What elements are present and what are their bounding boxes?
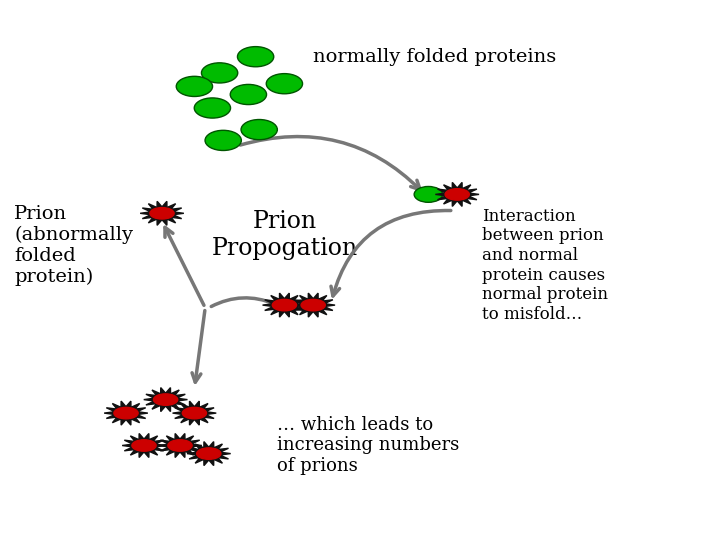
Ellipse shape — [266, 73, 302, 94]
Polygon shape — [436, 183, 479, 206]
Ellipse shape — [150, 207, 174, 219]
FancyArrowPatch shape — [211, 298, 274, 307]
Ellipse shape — [176, 76, 212, 97]
Polygon shape — [144, 388, 187, 411]
FancyArrowPatch shape — [331, 211, 451, 296]
Ellipse shape — [114, 407, 138, 419]
Ellipse shape — [132, 440, 156, 451]
Text: Interaction
between prion
and normal
protein causes
normal protein
to misfold…: Interaction between prion and normal pro… — [482, 208, 608, 323]
Text: normally folded proteins: normally folded proteins — [313, 48, 557, 66]
FancyArrowPatch shape — [192, 310, 204, 382]
Ellipse shape — [445, 188, 469, 200]
Polygon shape — [158, 434, 202, 457]
Text: Prion
Propogation: Prion Propogation — [212, 210, 357, 260]
Ellipse shape — [272, 299, 297, 311]
Polygon shape — [104, 401, 148, 425]
Ellipse shape — [414, 186, 443, 202]
Polygon shape — [263, 293, 306, 317]
Text: Prion
(abnormally
folded
protein): Prion (abnormally folded protein) — [14, 205, 133, 286]
Ellipse shape — [230, 84, 266, 105]
FancyArrowPatch shape — [240, 137, 420, 190]
Polygon shape — [292, 293, 335, 317]
Polygon shape — [140, 201, 184, 225]
Polygon shape — [173, 401, 216, 425]
Polygon shape — [122, 434, 166, 457]
Ellipse shape — [301, 299, 325, 311]
Ellipse shape — [241, 119, 277, 140]
Ellipse shape — [182, 407, 207, 419]
Ellipse shape — [238, 46, 274, 67]
Ellipse shape — [202, 63, 238, 83]
Ellipse shape — [168, 440, 192, 451]
FancyArrowPatch shape — [165, 227, 204, 305]
Ellipse shape — [205, 130, 241, 151]
Text: … which leads to
increasing numbers
of prions: … which leads to increasing numbers of p… — [277, 416, 459, 475]
Ellipse shape — [153, 394, 178, 406]
Polygon shape — [187, 442, 230, 465]
Ellipse shape — [197, 448, 221, 460]
Ellipse shape — [194, 98, 230, 118]
